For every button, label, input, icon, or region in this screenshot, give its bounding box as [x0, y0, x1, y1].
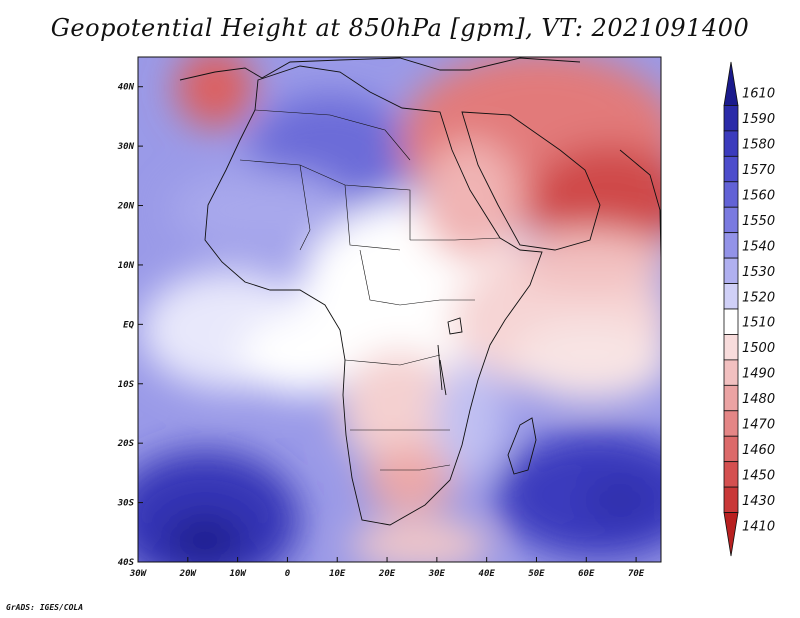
colorbar-label: 1580 — [742, 138, 775, 153]
colorbar-label: 1460 — [742, 443, 775, 458]
colorbar-label: 1550 — [742, 214, 775, 229]
colorbar-top-arrow — [723, 61, 739, 106]
colorbar-swatch — [723, 410, 739, 437]
europe — [179, 57, 581, 81]
colorbar-bottom-arrow — [723, 512, 739, 557]
x-tick-label: 50E — [528, 569, 545, 579]
colorbar-label: 1570 — [742, 163, 775, 178]
plot-frame — [137, 56, 662, 563]
colorbar-label: 1500 — [742, 341, 775, 356]
colorbar-swatch — [723, 130, 739, 157]
y-tick-label: 40S — [118, 558, 135, 568]
africa-coastline — [204, 65, 543, 526]
colorbar: 1610 1590 1580 1570 1560 1550 1540 1530 1520 1510… — [723, 61, 775, 557]
y-tick-label: 20N — [117, 202, 135, 212]
colorbar-label: 1540 — [742, 239, 775, 254]
colorbar-swatch — [723, 359, 739, 386]
colorbar-swatch — [723, 181, 739, 208]
colorbar-swatch — [723, 105, 739, 132]
colorbar-swatch — [723, 232, 739, 259]
colorbar-label: 1430 — [742, 494, 775, 509]
colorbar-label: 1490 — [742, 367, 775, 382]
x-tick-label: 10W — [229, 569, 247, 579]
field-blobs — [138, 57, 661, 562]
x-tick-label: 70E — [628, 569, 645, 579]
y-tick-label: 20S — [117, 439, 135, 449]
colorbar-label: 1480 — [742, 392, 775, 407]
y-tick-label: 10N — [118, 261, 135, 271]
colorbar-label: 1530 — [742, 265, 775, 280]
lake-malawi — [439, 359, 447, 396]
colorbar-swatch — [723, 435, 739, 463]
y-tick-label: 40N — [118, 83, 135, 93]
colorbar-swatch — [723, 206, 739, 234]
colorbar-swatch — [723, 155, 739, 183]
y-tick-label: EQ — [123, 320, 134, 330]
coastlines — [179, 57, 661, 526]
chart-title: Geopotential Height at 850hPa [gpm], VT:… — [50, 14, 750, 42]
x-tick-label: 10E — [329, 569, 346, 579]
colorbar-label: 1560 — [742, 189, 775, 204]
lake-victoria — [447, 317, 463, 335]
madagascar — [507, 417, 537, 475]
colorbar-label: 1520 — [742, 290, 775, 305]
y-tick-label: 10S — [118, 380, 135, 390]
y-tick-label: 30S — [117, 499, 135, 509]
colorbar-label: 1610 — [742, 87, 775, 102]
colorbar-label: 1510 — [742, 316, 775, 331]
colorbar-swatch — [723, 283, 739, 310]
colorbar-swatch — [723, 308, 739, 335]
contour-field — [138, 57, 661, 562]
country-borders — [239, 109, 501, 471]
colorbar-label: 1450 — [742, 468, 775, 483]
colorbar-label: 1410 — [742, 519, 775, 534]
x-tick-label: 40E — [479, 569, 496, 579]
y-axis: 40N 30N 20N 10N EQ 10S 20S 30S 40S — [117, 83, 143, 568]
lake-tanganyika — [437, 344, 443, 391]
x-tick-label: 20E — [378, 569, 396, 579]
y-tick-label: 30N — [117, 142, 135, 152]
colorbar-swatch — [723, 461, 739, 488]
colorbar-label: 1590 — [742, 112, 775, 127]
x-tick-label: 60E — [578, 569, 595, 579]
arabia — [461, 111, 601, 251]
x-tick-label: 30W — [129, 569, 148, 579]
credit-text: GrADS: IGES/COLA — [6, 603, 84, 612]
colorbar-swatch — [723, 384, 739, 412]
x-tick-label: 30E — [428, 569, 446, 579]
x-tick-label: 0 — [285, 569, 291, 579]
colorbar-swatch — [723, 334, 739, 361]
colorbar-label: 1470 — [742, 418, 775, 433]
x-axis: 30W 20W 10W 0 10E 20E 30E 40E 50E 60E 70E — [129, 557, 645, 579]
x-tick-label: 20W — [179, 569, 198, 579]
colorbar-swatch — [723, 257, 739, 284]
colorbar-swatch — [723, 486, 739, 513]
